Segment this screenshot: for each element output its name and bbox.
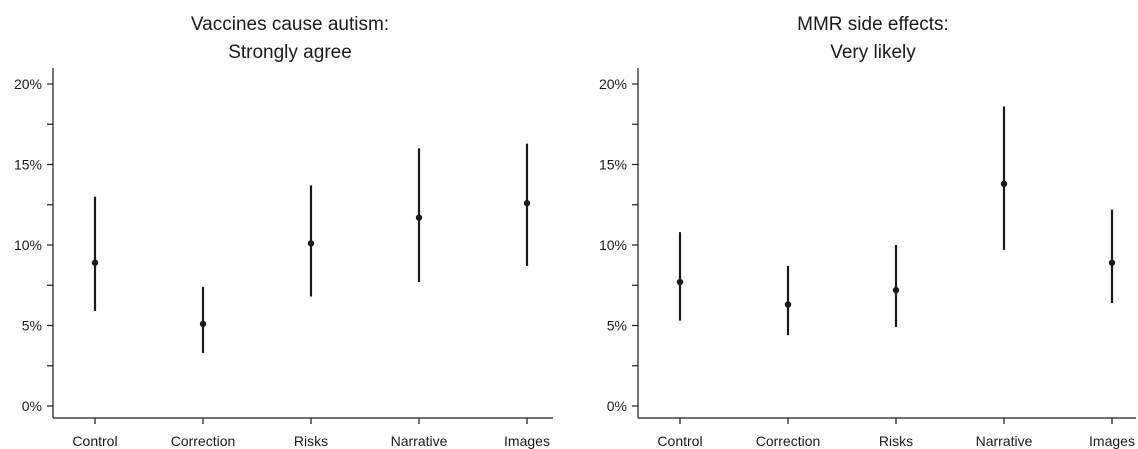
y-tick-label: 20% — [14, 76, 42, 92]
estimate-point — [91, 259, 99, 266]
estimate-point — [892, 286, 900, 294]
x-tick-label: Risks — [294, 433, 328, 449]
estimate-point — [415, 214, 423, 221]
x-tick-label: Control — [72, 433, 117, 449]
panel-mmr-side-effects: MMR side effects: Very likely 0% 5% 10% 15% 20… — [599, 14, 1136, 449]
x-tick-label: Images — [504, 433, 550, 449]
chart-title-line: Strongly agree — [228, 42, 352, 63]
estimate-point — [784, 301, 792, 308]
x-tick-label: Control — [657, 433, 702, 449]
estimate-point — [199, 320, 207, 328]
estimate-point — [523, 199, 531, 207]
x-tick-label: Narrative — [391, 433, 448, 449]
y-tick-label: 5% — [22, 318, 42, 334]
y-tick-label: 5% — [607, 318, 627, 334]
x-tick-label: Images — [1089, 433, 1135, 449]
x-tick-label: Risks — [879, 433, 913, 449]
y-tick-label: 0% — [22, 398, 42, 414]
chart-title-line: Very likely — [830, 42, 916, 63]
estimate-point — [1108, 259, 1116, 266]
x-tick-label: Correction — [756, 433, 821, 449]
y-tick-label: 0% — [607, 398, 627, 414]
x-tick-label: Correction — [171, 433, 236, 449]
chart-title-line: MMR side effects: — [797, 14, 949, 35]
chart-title-line: Vaccines cause autism: — [191, 14, 389, 35]
estimate-point — [676, 278, 684, 286]
y-tick-label: 15% — [599, 157, 627, 173]
x-tick-label: Narrative — [976, 433, 1033, 449]
estimate-point — [307, 240, 315, 247]
y-tick-label: 10% — [14, 237, 42, 253]
panel-vaccines-autism: Vaccines cause autism: Strongly agree 0% 5%… — [14, 14, 553, 449]
y-tick-label: 15% — [14, 157, 42, 173]
y-tick-label: 10% — [599, 237, 627, 253]
y-tick-label: 20% — [599, 76, 627, 92]
estimate-point — [1000, 180, 1008, 188]
